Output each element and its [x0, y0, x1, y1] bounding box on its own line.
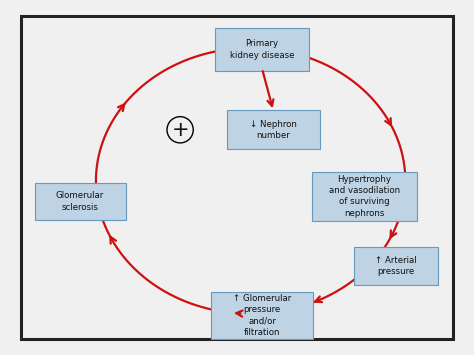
Text: ↑ Arterial
pressure: ↑ Arterial pressure: [375, 256, 417, 276]
Text: Primary
kidney disease: Primary kidney disease: [230, 39, 294, 60]
FancyBboxPatch shape: [312, 171, 417, 221]
FancyBboxPatch shape: [35, 182, 126, 220]
Text: Glomerular
sclerosis: Glomerular sclerosis: [56, 191, 104, 212]
FancyBboxPatch shape: [354, 247, 438, 285]
Text: ↓ Nephron
number: ↓ Nephron number: [250, 120, 297, 140]
FancyBboxPatch shape: [215, 28, 309, 71]
FancyBboxPatch shape: [227, 110, 320, 149]
Text: Hypertrophy
and vasodilation
of surviving
nephrons: Hypertrophy and vasodilation of survivin…: [329, 175, 400, 218]
Text: ↑ Glomerular
pressure
and/or
filtration: ↑ Glomerular pressure and/or filtration: [233, 294, 291, 337]
Text: +: +: [171, 120, 189, 140]
FancyBboxPatch shape: [211, 292, 313, 339]
